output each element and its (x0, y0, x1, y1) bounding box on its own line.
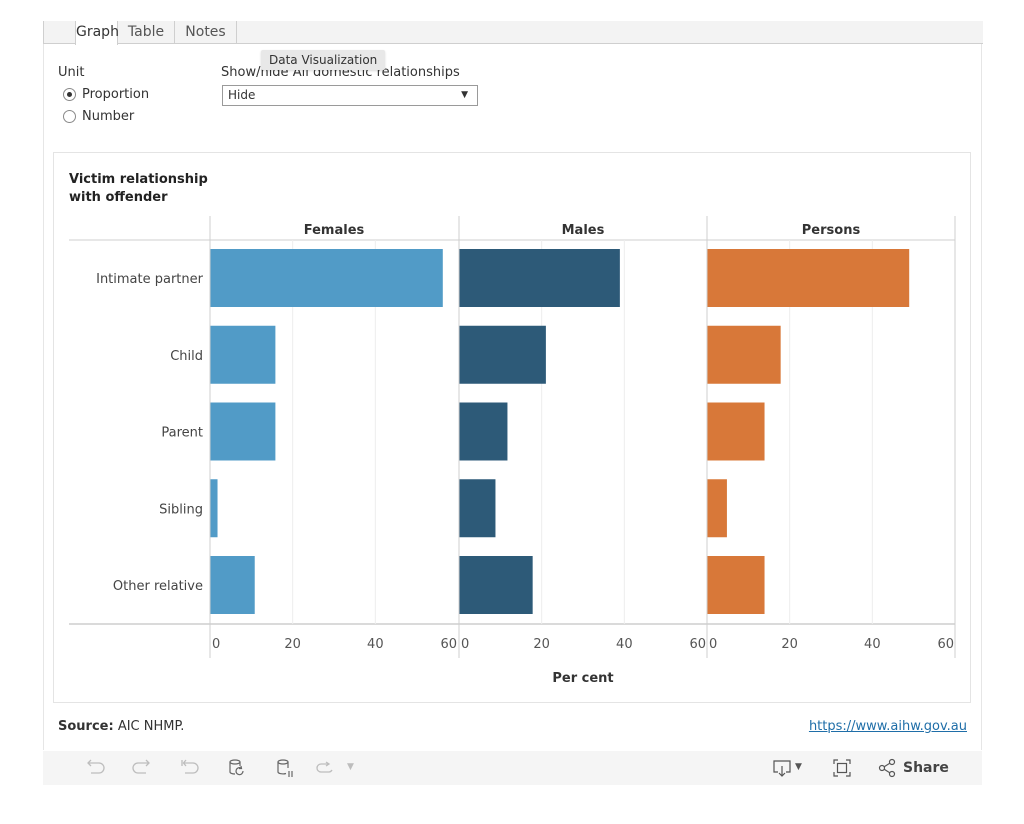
bar-males-other-relative (459, 556, 533, 614)
bar-females-parent (210, 402, 276, 461)
share-button[interactable]: Share (903, 760, 949, 776)
aihw-link[interactable]: https://www.aihw.gov.au (808, 719, 967, 734)
x-tick-label: 20 (533, 637, 550, 652)
category-label: Parent (161, 426, 203, 441)
bar-persons-other-relative (707, 556, 765, 614)
bar-females-intimate-partner (210, 249, 443, 307)
unit-label: Unit (58, 65, 85, 80)
refresh-data-icon[interactable] (226, 757, 248, 779)
x-tick-label: 0 (461, 637, 469, 652)
category-label: Child (170, 349, 203, 364)
replay-animation-icon[interactable] (314, 757, 336, 779)
x-tick-label: 20 (284, 637, 301, 652)
category-label: Sibling (159, 502, 203, 517)
x-tick-label: 0 (212, 637, 220, 652)
bar-males-child (459, 325, 546, 384)
panel-header-females: Females (304, 223, 365, 238)
x-tick-label: 60 (937, 637, 954, 652)
row-header-line: Victim relationship (69, 172, 208, 187)
category-label: Other relative (113, 579, 203, 594)
revert-icon[interactable] (178, 757, 200, 779)
bar-males-parent (459, 402, 508, 461)
pause-updates-icon[interactable] (274, 757, 296, 779)
radio-unchecked-icon (63, 110, 76, 123)
source-text: AIC NHMP. (117, 719, 185, 734)
bar-males-intimate-partner (459, 249, 620, 307)
x-tick-label: 60 (440, 637, 457, 652)
source-note: Source: AIC NHMP. (58, 719, 184, 734)
tab-table[interactable]: Table (118, 21, 175, 43)
x-tick-label: 20 (781, 637, 798, 652)
row-header-line: with offender (69, 190, 168, 205)
undo-icon[interactable] (84, 757, 106, 779)
bar-females-sibling (210, 479, 218, 538)
bar-females-child (210, 325, 276, 384)
fullscreen-icon[interactable] (831, 757, 853, 779)
x-tick-label: 40 (616, 637, 633, 652)
bar-males-sibling (459, 479, 496, 538)
redo-icon[interactable] (131, 757, 153, 779)
radio-checked-icon (63, 88, 76, 101)
radio-proportion[interactable]: Proportion (63, 87, 149, 102)
source-label: Source: (58, 719, 114, 734)
x-tick-label: 60 (689, 637, 706, 652)
show-hide-dropdown[interactable]: Hide ▼ (222, 85, 478, 106)
radio-label: Proportion (82, 87, 150, 102)
tab-divider (43, 21, 44, 44)
tab-strip (43, 21, 983, 44)
radio-label: Number (82, 109, 135, 124)
download-caret-icon[interactable]: ▼ (795, 762, 802, 772)
toolbar (43, 751, 982, 785)
x-tick-label: 40 (864, 637, 881, 652)
row-header: Victim relationship with offender (69, 171, 208, 207)
bar-persons-sibling (707, 479, 727, 538)
bar-persons-intimate-partner (707, 249, 910, 307)
bar-persons-parent (707, 402, 765, 461)
dashboard-container (43, 44, 982, 750)
bar-females-other-relative (210, 556, 255, 614)
category-label: Intimate partner (96, 272, 204, 287)
bar-persons-child (707, 325, 781, 384)
tab-graph[interactable]: Graph (75, 21, 119, 45)
x-tick-label: 0 (709, 637, 717, 652)
x-tick-label: 40 (367, 637, 384, 652)
tab-notes[interactable]: Notes (175, 21, 237, 43)
panel-header-persons: Persons (802, 223, 861, 238)
chevron-down-icon: ▼ (461, 90, 468, 100)
share-icon[interactable] (877, 757, 899, 779)
replay-dropdown-caret-icon[interactable]: ▼ (347, 762, 354, 772)
tooltip: Data Visualization (261, 50, 386, 70)
radio-number[interactable]: Number (63, 109, 134, 124)
dropdown-value: Hide (228, 88, 256, 102)
download-icon[interactable] (771, 757, 793, 779)
x-axis-title: Per cent (552, 671, 613, 686)
panel-header-males: Males (562, 223, 605, 238)
